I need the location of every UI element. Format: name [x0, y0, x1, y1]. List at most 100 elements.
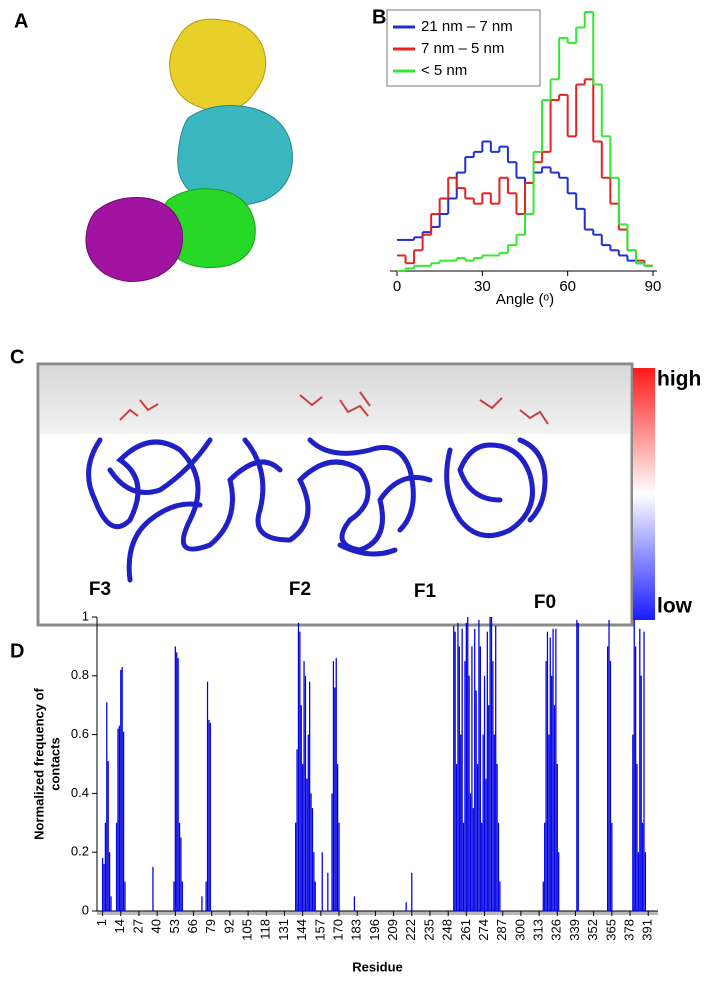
bar: [152, 866, 154, 911]
bar: [314, 881, 316, 911]
bar: [644, 852, 647, 911]
bar: [469, 793, 472, 911]
bar: [101, 858, 104, 911]
bar: [332, 661, 335, 911]
bar: [206, 681, 209, 911]
x-tick-label: 339: [567, 919, 582, 941]
x-tick-label: 105: [240, 919, 255, 941]
colorbar: [633, 368, 655, 620]
x-tick-label: 0: [393, 278, 401, 295]
bar: [110, 896, 112, 911]
bar: [483, 675, 486, 911]
y-tick-label: 0.4: [71, 785, 89, 800]
bar: [311, 808, 314, 911]
bar: [174, 646, 176, 911]
bar: [546, 631, 549, 911]
bar: [335, 658, 337, 911]
bar: [303, 661, 305, 911]
bar: [556, 764, 558, 911]
bar: [542, 881, 544, 911]
bar: [321, 852, 323, 911]
panel-label: B: [372, 6, 386, 28]
bar: [297, 622, 300, 911]
legend-label: < 5 nm: [421, 62, 467, 79]
bar: [495, 625, 497, 911]
bar: [118, 725, 121, 911]
bar: [464, 661, 466, 911]
bar: [453, 625, 455, 911]
x-tick-label: 391: [640, 919, 655, 941]
bar: [496, 764, 498, 911]
legend-label: 21 nm – 7 nm: [421, 18, 513, 35]
bar: [608, 619, 610, 911]
bar: [481, 822, 483, 911]
x-tick-label: 183: [349, 919, 364, 941]
bar: [108, 852, 111, 911]
x-tick-label: 131: [276, 919, 291, 941]
y-axis-label: Normalized frequency of: [31, 687, 46, 839]
x-tick-label: 1: [94, 919, 109, 926]
bar: [104, 822, 107, 911]
bar: [577, 622, 579, 911]
bar: [209, 722, 211, 911]
bar: [120, 669, 122, 911]
bar: [307, 734, 309, 911]
bar: [117, 728, 119, 911]
bar: [576, 619, 578, 911]
bar: [107, 761, 109, 911]
bar: [405, 902, 407, 911]
bar: [458, 646, 460, 911]
x-tick-label: 209: [385, 919, 400, 941]
x-tick-label: 287: [494, 919, 509, 941]
protein-ribbon: [86, 437, 548, 583]
bar: [479, 646, 481, 911]
bar: [461, 628, 463, 911]
membrane: [40, 366, 630, 434]
y-axis-label: contacts: [47, 737, 62, 790]
panel-label: D: [10, 640, 24, 662]
bar: [558, 852, 560, 911]
bar: [633, 619, 635, 911]
x-axis-label: Residue: [352, 959, 403, 974]
bar: [201, 896, 203, 911]
domain-label: F3: [89, 579, 111, 600]
bar: [122, 731, 125, 911]
x-tick-label: 352: [585, 919, 600, 941]
bar: [178, 822, 181, 911]
x-tick-label: 248: [440, 919, 455, 941]
x-tick-label: 14: [112, 919, 127, 933]
y-tick-label: 0: [82, 902, 89, 917]
colorbar-label: low: [657, 595, 693, 618]
bar: [476, 764, 479, 911]
bar: [205, 881, 207, 911]
bar: [641, 822, 644, 911]
bar: [607, 646, 609, 911]
bar: [552, 628, 554, 911]
x-tick-label: 144: [294, 919, 309, 941]
x-tick-label: 313: [531, 919, 546, 941]
bar: [637, 852, 640, 911]
bar: [548, 734, 550, 911]
x-tick-label: 365: [603, 919, 618, 941]
x-tick-label: 40: [149, 919, 164, 933]
colorbar-label: high: [657, 368, 701, 391]
bar: [455, 764, 458, 911]
bar: [300, 705, 302, 911]
panel-label: C: [10, 346, 24, 368]
y-tick-label: 1: [82, 608, 89, 623]
bar: [639, 628, 641, 911]
x-tick-label: 118: [258, 919, 273, 940]
x-tick-label: 222: [403, 919, 418, 941]
bar: [493, 734, 495, 911]
bar: [121, 666, 123, 911]
domain-label: F1: [414, 581, 437, 602]
x-tick-label: 300: [512, 919, 527, 941]
bar: [296, 749, 298, 911]
bar: [313, 852, 315, 911]
bar: [490, 617, 493, 911]
x-tick-label: 27: [130, 919, 145, 933]
bar: [338, 822, 340, 911]
bar: [544, 822, 546, 911]
minor-ticks: [97, 911, 658, 915]
